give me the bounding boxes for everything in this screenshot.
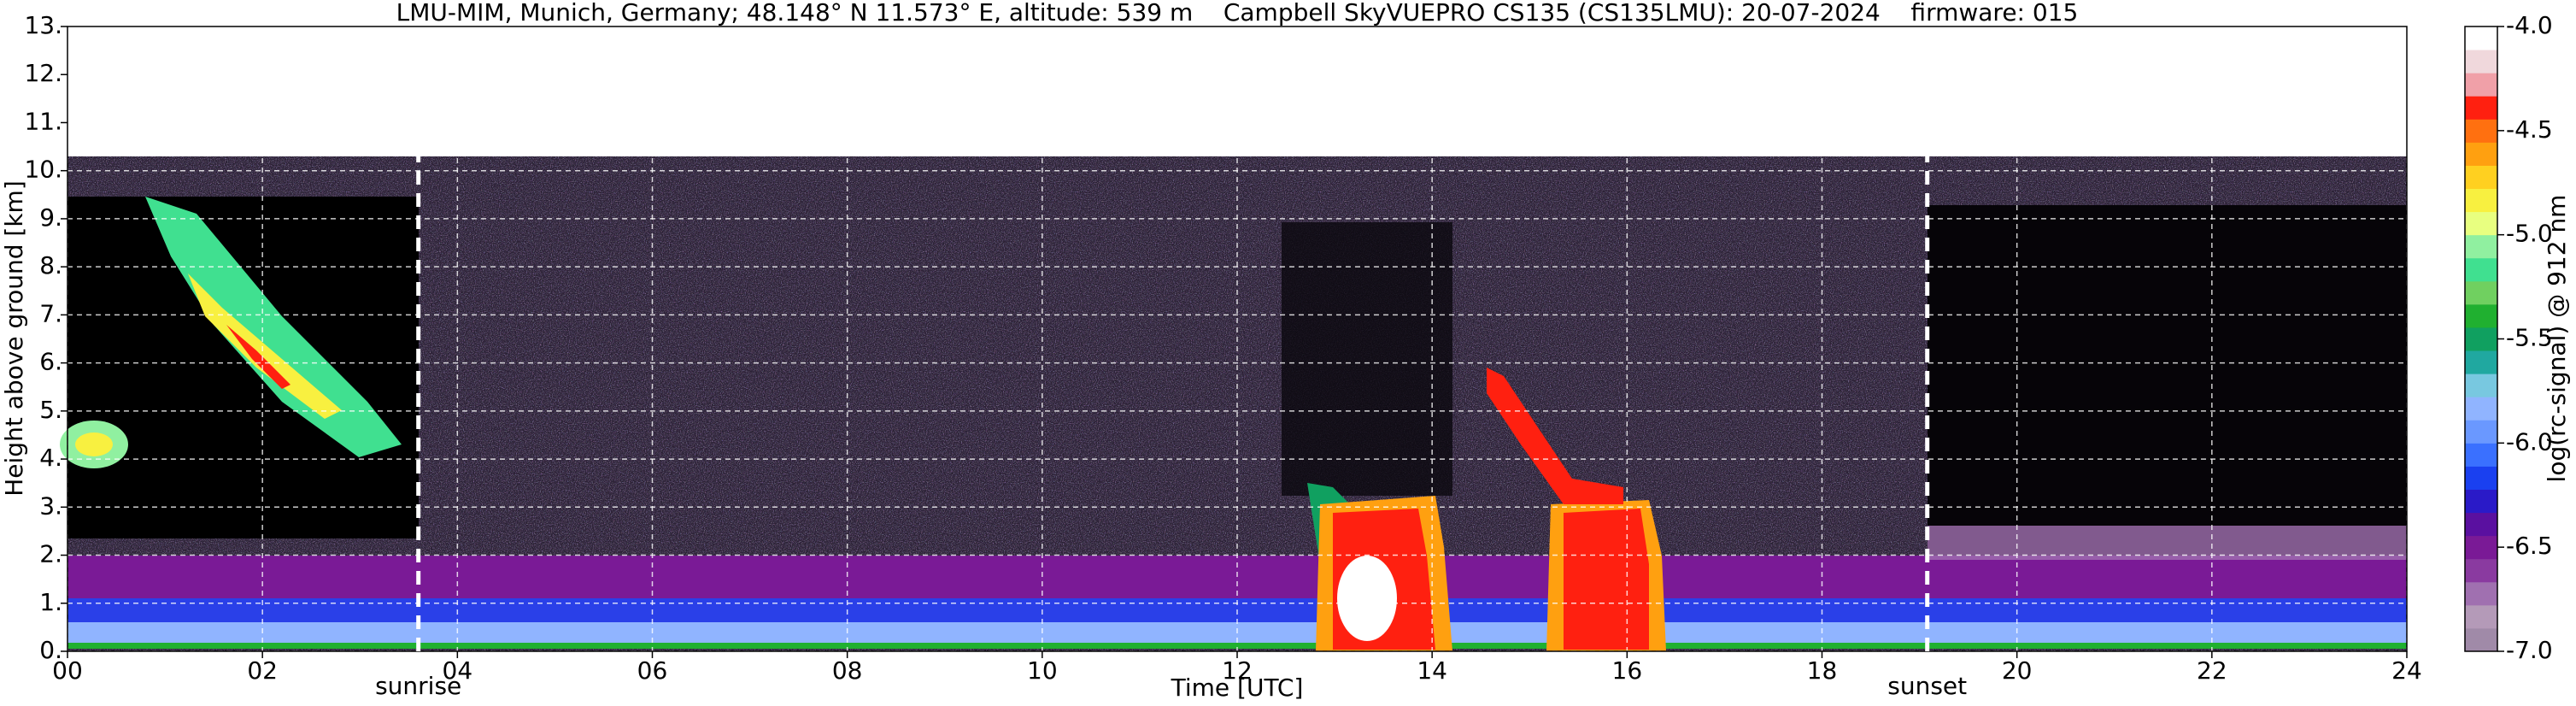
- y-tick-label: 7.: [39, 299, 62, 327]
- x-tick-label: 20: [2002, 656, 2033, 685]
- y-tick-label: 0.: [39, 636, 62, 664]
- y-tick-label: 1.: [39, 588, 62, 616]
- x-tick-label: 18: [1807, 656, 1838, 685]
- colorbar-segment: [2465, 535, 2497, 560]
- x-tick-label: 16: [1612, 656, 1643, 685]
- clear-region: [67, 197, 419, 538]
- y-axis-label: Height above ground [km]: [0, 180, 28, 497]
- colorbar-tick-label: -6.5: [2506, 532, 2553, 560]
- cirrus-cloud: [188, 274, 342, 419]
- x-tick-label: 04: [443, 656, 473, 685]
- clear-region: [1282, 222, 1452, 496]
- colorbar-segment: [2465, 489, 2497, 514]
- x-tick-label: 00: [52, 656, 83, 685]
- x-tick-label: 06: [637, 656, 668, 685]
- colorbar-segment: [2465, 234, 2497, 259]
- colorbar-segment: [2465, 257, 2497, 282]
- x-tick-label: 22: [2197, 656, 2227, 685]
- colorbar-segment: [2465, 96, 2497, 120]
- clear-region: [1928, 205, 2407, 556]
- y-tick-label: 4.: [39, 444, 62, 472]
- y-tick-label: 3.: [39, 491, 62, 520]
- colorbar-segment: [2465, 581, 2497, 606]
- x-tick-label: 08: [832, 656, 863, 685]
- colorbar-segment: [2465, 604, 2497, 629]
- y-tick-label: 13.: [24, 11, 62, 39]
- colorbar-segment: [2465, 327, 2497, 351]
- colorbar-segment: [2465, 466, 2497, 490]
- x-axis-label: Time [UTC]: [1171, 674, 1304, 702]
- convective-cloud: [1564, 509, 1649, 650]
- colorbar-segment: [2465, 512, 2497, 537]
- y-tick-label: 8.: [39, 251, 62, 279]
- colorbar-segment: [2465, 420, 2497, 444]
- colorbar-tick-label: -7.0: [2506, 636, 2553, 664]
- colorbar-segment: [2465, 165, 2497, 190]
- colorbar-segment: [2465, 558, 2497, 583]
- cloud-layer: [1487, 368, 1623, 504]
- colorbar-segment: [2465, 350, 2497, 374]
- annotation-label: sunset: [1887, 672, 1967, 700]
- cirrus-cloud: [226, 325, 290, 389]
- colorbar-tick-label: -6.0: [2506, 427, 2553, 456]
- convective-cloud: [1337, 556, 1397, 641]
- annotation-label: sunrise: [375, 672, 461, 700]
- backscatter-image: [60, 156, 2407, 651]
- boundary-layer: [67, 643, 2407, 649]
- colorbar-segment: [2465, 119, 2497, 143]
- colorbar-segment: [2465, 280, 2497, 305]
- y-tick-label: 9.: [39, 203, 62, 232]
- colorbar-segment: [2465, 303, 2497, 328]
- colorbar-segment: [2465, 142, 2497, 166]
- colorbar-segment: [2465, 26, 2497, 50]
- y-tick-label: 5.: [39, 396, 62, 424]
- y-tick-label: 6.: [39, 348, 62, 376]
- colorbar-label: log(rc-signal) @ 912 nm: [2543, 195, 2571, 483]
- cloud: [75, 432, 113, 456]
- x-tick-label: 12: [1222, 656, 1253, 685]
- colorbar-segment: [2465, 188, 2497, 213]
- colorbar-tick-label: -5.5: [2506, 324, 2553, 352]
- x-tick-label: 24: [2391, 656, 2422, 685]
- colorbar-tick-label: -4.5: [2506, 115, 2553, 144]
- y-tick-label: 2.: [39, 540, 62, 568]
- colorbar-tick-label: -5.0: [2506, 220, 2553, 248]
- x-tick-label: 14: [1417, 656, 1447, 685]
- colorbar-segment: [2465, 50, 2497, 74]
- y-tick-label: 11.: [24, 107, 62, 135]
- y-tick-label: 12.: [24, 59, 62, 87]
- colorbar-segment: [2465, 397, 2497, 421]
- colorbar-segment: [2465, 443, 2497, 467]
- x-tick-label: 10: [1027, 656, 1058, 685]
- colorbar-tick-label: -4.0: [2506, 11, 2553, 39]
- x-tick-label: 02: [247, 656, 278, 685]
- colorbar-segment: [2465, 211, 2497, 236]
- aerosol-layer: [1928, 526, 2407, 560]
- colorbar-segment: [2465, 73, 2497, 97]
- cirrus-cloud: [145, 197, 402, 457]
- colorbar-segment: [2465, 627, 2497, 652]
- y-tick-label: 10.: [24, 156, 62, 184]
- colorbar-segment: [2465, 374, 2497, 397]
- chart-title: LMU-MIM, Munich, Germany; 48.148° N 11.5…: [396, 0, 2079, 26]
